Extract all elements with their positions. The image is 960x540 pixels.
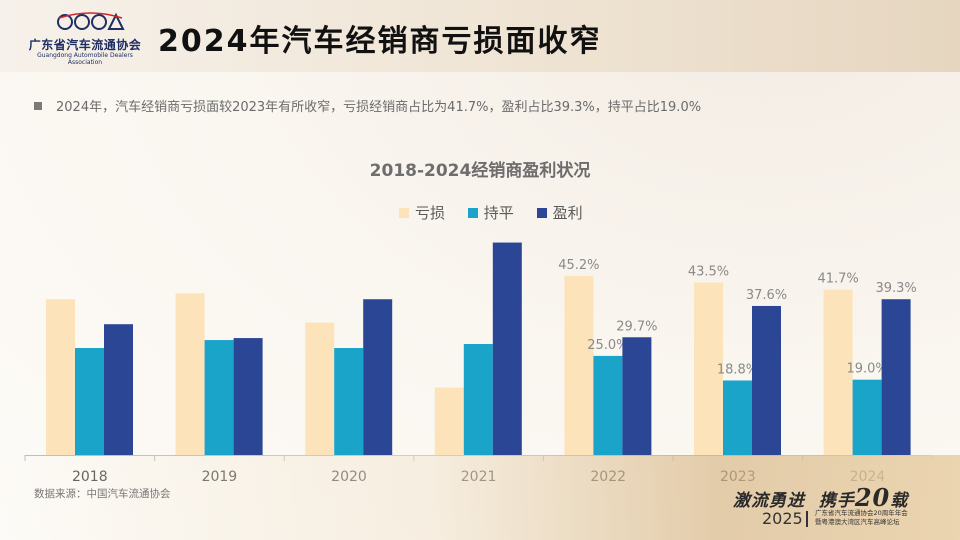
bar	[334, 347, 364, 455]
bar	[363, 299, 393, 455]
legend-item-loss: 亏损	[399, 202, 445, 223]
bar	[823, 289, 853, 455]
bar	[175, 293, 205, 455]
bar	[852, 379, 882, 455]
data-label: 39.3%	[875, 281, 916, 296]
bar	[881, 299, 911, 455]
bar	[492, 242, 522, 455]
data-label: 25.0%	[587, 338, 628, 353]
chart-legend: 亏损 持平 盈利	[399, 202, 601, 223]
legend-swatch-loss	[399, 208, 409, 218]
bar	[104, 324, 133, 455]
legend-item-profit: 盈利	[536, 202, 583, 223]
data-label: 45.2%	[558, 258, 599, 273]
bar	[204, 340, 234, 455]
logo-english-name: Guangdong Automobile Dealers Association	[37, 52, 133, 66]
legend-item-breakeven: 持平	[467, 202, 514, 223]
bar	[622, 337, 652, 455]
event-year: 2025	[762, 509, 803, 528]
logo-chinese-name: 广东省汽车流通协会	[28, 38, 142, 52]
bar	[434, 387, 464, 455]
association-logo: 广东省汽车流通协会 Guangdong Automobile Dealers A…	[20, 10, 150, 66]
data-label: 37.6%	[746, 288, 787, 303]
legend-label-loss: 亏损	[415, 204, 446, 222]
gada-logo-icon	[57, 12, 125, 30]
footer-divider	[806, 511, 808, 527]
summary-text: 2024年，汽车经销商亏损面较2023年有所收窄，亏损经销商占比为41.7%，盈…	[56, 100, 702, 115]
slogan-part-c: 载	[890, 491, 909, 511]
slogan-number: 20	[854, 483, 891, 512]
anniversary-slogan: 激流勇进 携手20载	[733, 483, 908, 512]
legend-swatch-profit	[536, 208, 547, 218]
bar	[564, 275, 594, 455]
bar	[46, 299, 75, 455]
header-bar: 广东省汽车流通协会 Guangdong Automobile Dealers A…	[0, 0, 960, 72]
slogan-part-b: 携手	[818, 491, 855, 511]
data-label: 19.0%	[846, 362, 887, 377]
data-label: 29.7%	[616, 319, 657, 334]
chart-title: 2018-2024经销商盈利状况	[369, 161, 591, 181]
bar	[593, 355, 623, 455]
page-title: 2024年汽车经销商亏损面收窄	[158, 24, 602, 59]
bar	[723, 380, 752, 455]
bar	[233, 338, 263, 455]
event-line-2: 暨粤港澳大湾区汽车高峰论坛	[815, 518, 900, 526]
legend-swatch-breakeven	[467, 208, 478, 218]
data-label: 18.8%	[717, 362, 758, 377]
data-label: 41.7%	[817, 272, 858, 287]
bar	[752, 305, 781, 455]
bar	[463, 344, 493, 455]
bar-chart: 2018201920202021202245.2%25.0%29.7%20234…	[24, 242, 933, 485]
data-source: 数据来源：中国汽车流通协会	[34, 488, 171, 500]
bullet-square-icon	[34, 102, 42, 110]
event-line-1: 广东省汽车流通协会20周年年会	[815, 509, 908, 517]
legend-label-breakeven: 持平	[483, 204, 514, 222]
legend-label-profit: 盈利	[552, 204, 583, 222]
bar	[75, 347, 104, 455]
bar	[694, 282, 723, 455]
summary-bullet: 2024年，汽车经销商亏损面较2023年有所收窄，亏损经销商占比为41.7%，盈…	[34, 96, 701, 115]
slogan-part-a: 激流勇进	[733, 491, 805, 511]
footer-decoration	[0, 455, 960, 540]
bar	[305, 322, 335, 455]
event-name: 广东省汽车流通协会20周年年会 暨粤港澳大湾区汽车高峰论坛	[815, 509, 908, 527]
data-label: 43.5%	[688, 265, 729, 280]
